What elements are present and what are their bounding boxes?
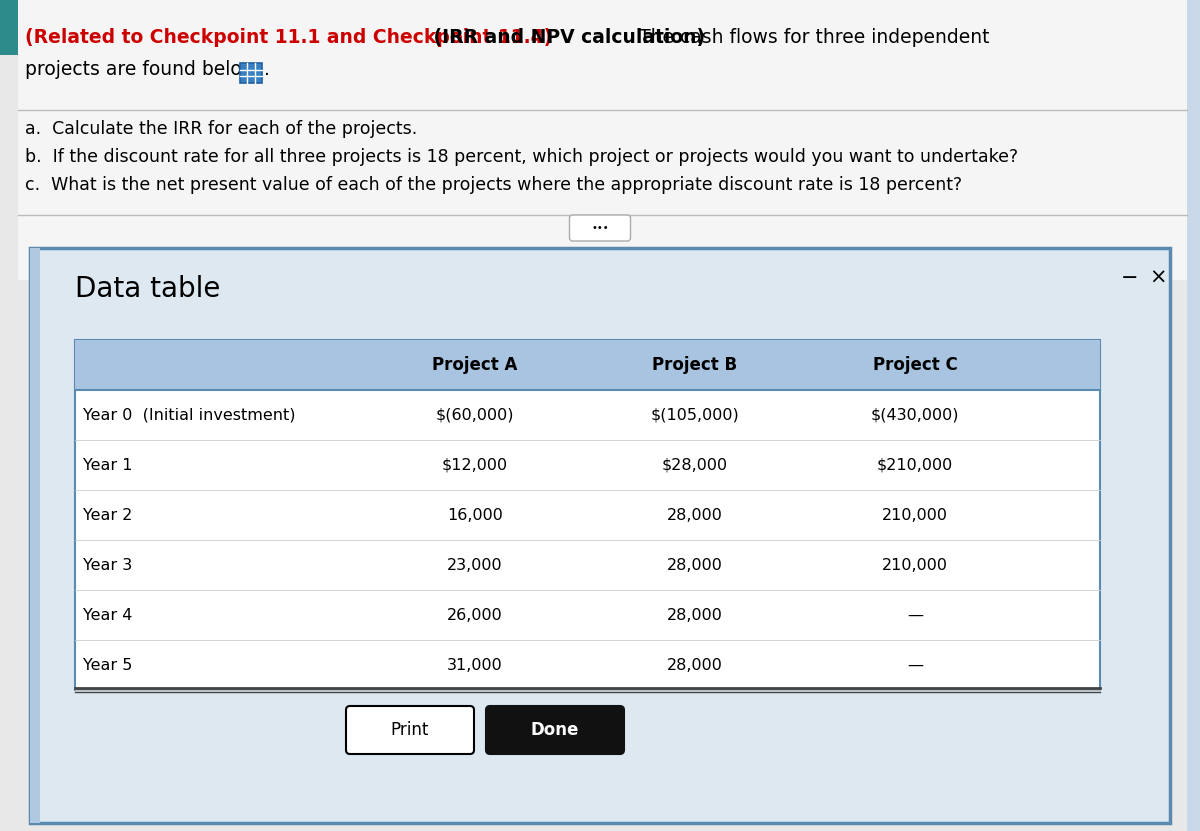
Text: ×: ×	[1150, 268, 1166, 288]
Text: $28,000: $28,000	[662, 458, 728, 473]
Text: 28,000: 28,000	[667, 558, 722, 573]
Text: —: —	[907, 657, 923, 672]
FancyBboxPatch shape	[1187, 0, 1200, 831]
Text: 210,000: 210,000	[882, 508, 948, 523]
Text: Print: Print	[391, 721, 430, 739]
Text: 210,000: 210,000	[882, 558, 948, 573]
Text: Year 0  (Initial investment): Year 0 (Initial investment)	[83, 407, 295, 422]
FancyBboxPatch shape	[30, 248, 40, 823]
FancyBboxPatch shape	[30, 248, 1170, 823]
FancyBboxPatch shape	[18, 0, 1187, 280]
Text: Year 1: Year 1	[83, 458, 132, 473]
Text: Project B: Project B	[653, 356, 738, 374]
Text: a.  Calculate the IRR for each of the projects.: a. Calculate the IRR for each of the pro…	[25, 120, 418, 138]
Text: The cash flows for three independent: The cash flows for three independent	[640, 28, 990, 47]
FancyBboxPatch shape	[486, 706, 624, 754]
Text: $(105,000): $(105,000)	[650, 407, 739, 422]
Text: Done: Done	[530, 721, 580, 739]
Text: Year 5: Year 5	[83, 657, 132, 672]
Text: (Related to Checkpoint 11.1 and Checkpoint 11.4): (Related to Checkpoint 11.1 and Checkpoi…	[25, 28, 552, 47]
Text: 16,000: 16,000	[448, 508, 503, 523]
FancyBboxPatch shape	[570, 215, 630, 241]
Text: 26,000: 26,000	[448, 607, 503, 622]
Text: $(430,000): $(430,000)	[871, 407, 959, 422]
Text: projects are found below:: projects are found below:	[25, 60, 263, 79]
Text: $12,000: $12,000	[442, 458, 508, 473]
Text: c.  What is the net present value of each of the projects where the appropriate : c. What is the net present value of each…	[25, 176, 962, 194]
Text: 31,000: 31,000	[448, 657, 503, 672]
Text: $210,000: $210,000	[877, 458, 953, 473]
Text: Year 3: Year 3	[83, 558, 132, 573]
Text: Project A: Project A	[432, 356, 517, 374]
Text: 28,000: 28,000	[667, 508, 722, 523]
Text: Year 4: Year 4	[83, 607, 132, 622]
Text: —: —	[907, 607, 923, 622]
Text: b.  If the discount rate for all three projects is 18 percent, which project or : b. If the discount rate for all three pr…	[25, 148, 1018, 166]
Text: Data table: Data table	[74, 275, 221, 303]
Text: 28,000: 28,000	[667, 657, 722, 672]
FancyBboxPatch shape	[74, 340, 1100, 390]
Text: (IRR and NPV calculation): (IRR and NPV calculation)	[427, 28, 712, 47]
FancyBboxPatch shape	[74, 340, 1100, 690]
Text: 23,000: 23,000	[448, 558, 503, 573]
Text: •••: •••	[592, 223, 608, 233]
Text: .: .	[264, 60, 270, 79]
Text: −: −	[1121, 268, 1139, 288]
Text: $(60,000): $(60,000)	[436, 407, 515, 422]
FancyBboxPatch shape	[240, 63, 262, 83]
FancyBboxPatch shape	[0, 0, 18, 55]
Text: Project C: Project C	[872, 356, 958, 374]
Text: 28,000: 28,000	[667, 607, 722, 622]
Text: Year 2: Year 2	[83, 508, 132, 523]
FancyBboxPatch shape	[346, 706, 474, 754]
